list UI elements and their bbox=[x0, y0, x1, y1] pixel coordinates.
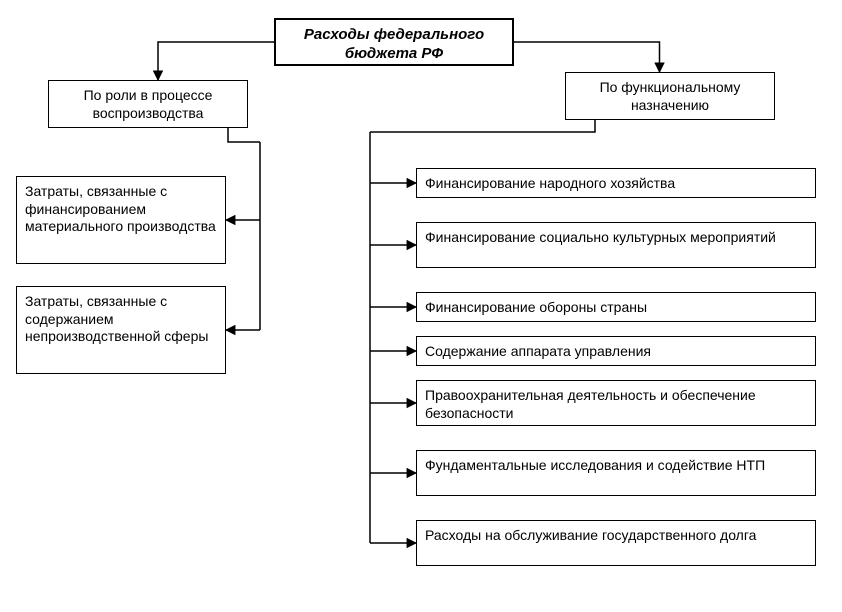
right-item: Финансирование социально культурных меро… bbox=[416, 222, 816, 268]
left-item: Затраты, связанные с финансированием мат… bbox=[16, 176, 226, 264]
right-item: Расходы на обслуживание государственного… bbox=[416, 520, 816, 566]
right-item: Финансирование обороны страны bbox=[416, 292, 816, 322]
left-item: Затраты, связанные с содержанием непроиз… bbox=[16, 286, 226, 374]
category-right: По функциональному назначению bbox=[565, 72, 775, 120]
category-left: По роли в процессе воспроизводства bbox=[48, 80, 248, 128]
right-item: Правоохранительная деятельность и обеспе… bbox=[416, 380, 816, 426]
right-item: Фундаментальные исследования и содействи… bbox=[416, 450, 816, 496]
right-item: Содержание аппарата управления bbox=[416, 336, 816, 366]
diagram-title: Расходы федерального бюджета РФ bbox=[274, 18, 514, 66]
right-item: Финансирование народного хозяйства bbox=[416, 168, 816, 198]
